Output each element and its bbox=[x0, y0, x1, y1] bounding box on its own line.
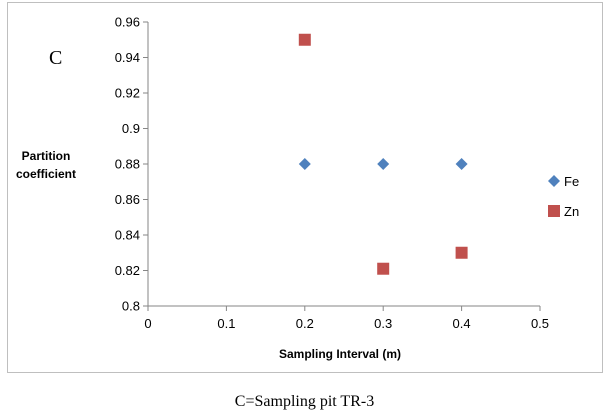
x-tick-label: 0.5 bbox=[531, 316, 549, 331]
fe-data-point bbox=[455, 158, 468, 170]
y-tick-label: 0.94 bbox=[115, 50, 140, 65]
zn-data-point bbox=[455, 246, 468, 259]
x-tick-label: 0.2 bbox=[296, 316, 314, 331]
legend-label-fe: Fe bbox=[564, 174, 579, 189]
y-axis-ticks: 0.8 0.82 0.84 0.86 0.88 0.9 0.92 0.94 0.96 bbox=[115, 15, 148, 314]
y-tick-label: 0.86 bbox=[115, 192, 140, 207]
x-tick-label: 0.1 bbox=[217, 316, 235, 331]
y-tick-label: 0.88 bbox=[115, 157, 140, 172]
y-tick-label: 0.92 bbox=[115, 86, 140, 101]
data-points bbox=[298, 33, 468, 275]
zn-data-point bbox=[377, 262, 390, 275]
scatter-chart: C 0.8 0.82 0.84 0.86 0.88 0.9 0.92 0.94 0.96 0 0.… bbox=[16, 15, 579, 362]
x-axis-title: Sampling Interval (m) bbox=[279, 347, 401, 361]
legend-marker-zn bbox=[548, 205, 560, 217]
y-tick-label: 0.82 bbox=[115, 263, 140, 278]
y-tick-label: 0.8 bbox=[122, 299, 140, 314]
y-axis-title-line-1: Partition bbox=[22, 149, 71, 163]
chart-frame: C 0.8 0.82 0.84 0.86 0.88 0.9 0.92 0.94 0.96 0 0.… bbox=[7, 2, 603, 373]
x-tick-label: 0.4 bbox=[453, 316, 471, 331]
x-tick-label: 0.3 bbox=[374, 316, 392, 331]
legend-marker-fe bbox=[548, 175, 560, 187]
figure-caption: C=Sampling pit TR-3 bbox=[234, 393, 375, 410]
zn-data-point bbox=[298, 33, 311, 46]
y-tick-label: 0.84 bbox=[115, 228, 140, 243]
y-axis-title-line-2: coefficient bbox=[16, 167, 76, 181]
x-axis-ticks: 0 0.1 0.2 0.3 0.4 0.5 bbox=[144, 306, 549, 331]
y-tick-label: 0.9 bbox=[122, 121, 140, 136]
fe-data-point bbox=[377, 158, 390, 170]
x-tick-label: 0 bbox=[144, 316, 151, 331]
legend: Fe Zn bbox=[548, 174, 579, 219]
panel-label: C bbox=[49, 47, 62, 69]
fe-data-point bbox=[298, 158, 311, 170]
y-tick-label: 0.96 bbox=[115, 15, 140, 30]
legend-label-zn: Zn bbox=[564, 204, 579, 219]
